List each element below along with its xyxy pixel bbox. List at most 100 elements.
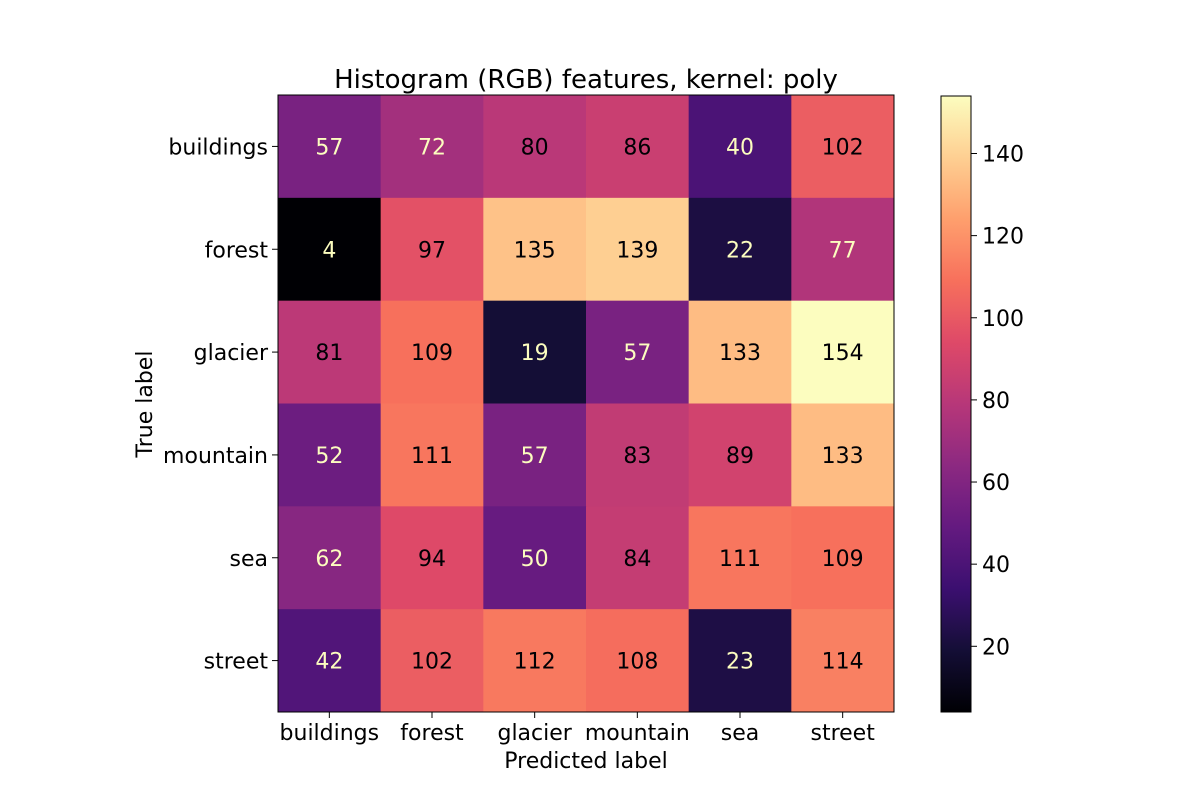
cell-value-label: 57 [623, 341, 651, 366]
cell-value-label: 97 [418, 238, 446, 263]
heatmap-cell [380, 403, 484, 507]
cell-value-label: 111 [411, 444, 453, 469]
heatmap-cell [586, 300, 690, 404]
heatmap-cell [483, 506, 587, 610]
x-axis-label: Predicted label [504, 749, 667, 774]
cell-value-label: 111 [719, 547, 761, 572]
cell-value-label: 89 [726, 444, 754, 469]
heatmap-cell [586, 197, 690, 302]
heatmap-cell [688, 403, 792, 507]
heatmap-cell [791, 506, 895, 610]
cell-value-label: 40 [726, 135, 754, 160]
cell-value-label: 112 [514, 650, 556, 675]
y-tick-label: buildings [168, 135, 268, 160]
cell-value-label: 52 [315, 444, 343, 469]
heatmap-cell [586, 403, 690, 507]
cell-value-label: 102 [411, 650, 453, 675]
x-tick-label: street [810, 721, 875, 746]
heatmap-cell [278, 95, 382, 199]
heatmap-cell [380, 300, 484, 404]
cell-value-label: 57 [521, 444, 549, 469]
cell-value-label: 81 [315, 341, 343, 366]
x-tick-label: mountain [585, 721, 690, 746]
cell-value-label: 23 [726, 650, 754, 675]
heatmap-cell [791, 197, 895, 302]
cell-value-label: 102 [822, 135, 864, 160]
chart-title: Histogram (RGB) features, kernel: poly [334, 65, 838, 95]
cell-value-label: 133 [822, 444, 864, 469]
x-tick-label: buildings [280, 721, 380, 746]
heatmap-cell [380, 197, 484, 302]
colorbar-ticks: 20 40 60 80 100 120 140 [971, 142, 1024, 660]
heatmap-cell [483, 609, 587, 713]
heatmap-cell [791, 403, 895, 507]
y-tick-label: sea [230, 547, 268, 572]
cell-value-label: 86 [623, 135, 651, 160]
cell-value-label: 22 [726, 238, 754, 263]
colorbar-tick-label: 60 [982, 471, 1010, 496]
cell-value-label: 135 [514, 238, 556, 263]
heatmap-cell [483, 95, 587, 199]
colorbar [940, 95, 972, 713]
y-tick-label: street [204, 650, 269, 675]
cell-value-label: 108 [616, 650, 658, 675]
heatmap-cell [688, 197, 792, 302]
y-tick-label: mountain [163, 444, 268, 469]
heatmap-cell [586, 95, 690, 199]
cell-value-label: 4 [322, 238, 336, 263]
heatmap-cell [688, 609, 792, 713]
cell-value-label: 57 [315, 135, 343, 160]
y-tick-label: forest [205, 238, 269, 263]
y-tick-label: glacier [194, 341, 269, 366]
heatmap-cell [380, 95, 484, 199]
heatmap-cell [688, 95, 792, 199]
heatmap-cell [278, 506, 382, 610]
cell-value-label: 139 [616, 238, 658, 263]
heatmap-cell [483, 300, 587, 404]
cell-value-label: 109 [822, 547, 864, 572]
heatmap-cell [586, 609, 690, 713]
x-tick-label: forest [400, 721, 464, 746]
x-tick-label: glacier [497, 721, 572, 746]
heatmap-cell [278, 197, 382, 302]
cell-value-label: 133 [719, 341, 761, 366]
cell-value-label: 114 [822, 650, 864, 675]
heatmap-cell [278, 609, 382, 713]
cell-value-label: 154 [822, 341, 864, 366]
cell-value-labels: 57 72 80 86 40 102 4 97 135 139 22 77 81 109 19 57 133 15… [315, 135, 863, 674]
plot-frame [277, 94, 895, 713]
colorbar-tick-label: 120 [982, 225, 1024, 250]
cell-value-label: 84 [623, 547, 651, 572]
colorbar-tick-label: 20 [982, 635, 1010, 660]
heatmap-cell [791, 300, 895, 404]
x-axis-ticks: buildings forest glacier mountain sea street [280, 712, 875, 746]
heatmap-cell [586, 506, 690, 610]
cell-value-label: 62 [315, 547, 343, 572]
heatmap-cell [688, 506, 792, 610]
heatmap-cell [791, 95, 895, 199]
y-axis-ticks: buildings forest glacier mountain sea street [163, 135, 278, 675]
heatmap-cell [380, 506, 484, 610]
cell-value-label: 77 [829, 238, 857, 263]
cell-value-label: 94 [418, 547, 446, 572]
colorbar-tick-label: 140 [982, 142, 1024, 167]
heatmap-cell [688, 300, 792, 404]
cell-value-label: 72 [418, 135, 446, 160]
cell-value-label: 80 [521, 135, 549, 160]
heatmap-cell [380, 609, 484, 713]
heatmap-cell [483, 403, 587, 507]
cell-value-label: 42 [315, 650, 343, 675]
heatmap-cell [791, 609, 895, 713]
heatmap-cell [278, 403, 382, 507]
heatmap-cell [278, 300, 382, 404]
heatmap-cells [278, 95, 895, 713]
y-axis-label: True label [133, 351, 158, 459]
colorbar-tick-label: 80 [982, 389, 1010, 414]
cell-value-label: 83 [623, 444, 651, 469]
cell-value-label: 50 [521, 547, 549, 572]
colorbar-tick-label: 100 [982, 307, 1024, 332]
cell-value-label: 19 [521, 341, 549, 366]
x-tick-label: sea [721, 721, 759, 746]
